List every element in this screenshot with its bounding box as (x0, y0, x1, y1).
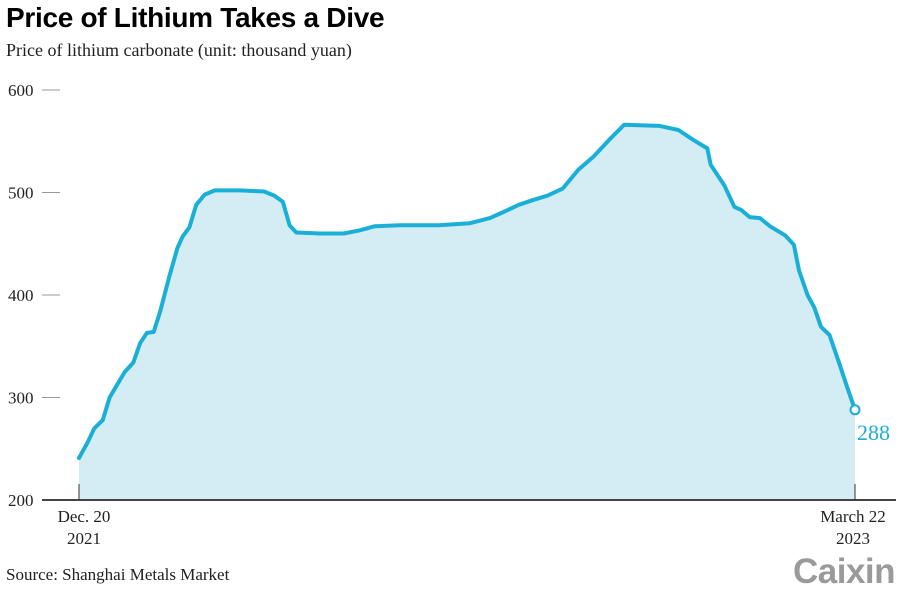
end-point-marker (849, 404, 861, 416)
source-note: Source: Shanghai Metals Market (6, 565, 230, 584)
y-tick-label: 400 (8, 286, 34, 305)
chart-title: Price of Lithium Takes a Dive (6, 2, 385, 33)
area-fill (79, 124, 855, 501)
y-tick-label: 600 (8, 81, 34, 100)
y-tick-label: 200 (8, 491, 34, 510)
x-tick-label: 2023 (836, 529, 870, 548)
x-tick-label: Dec. 20 (58, 507, 111, 526)
caixin-logo: Caixin (793, 552, 896, 591)
y-tick-label: 500 (8, 184, 34, 203)
y-tick-label: 300 (8, 389, 34, 408)
end-value-label: 288 (857, 420, 890, 445)
x-tick-label: 2021 (67, 529, 101, 548)
x-tick-label: March 22 (820, 507, 886, 526)
chart-subtitle: Price of lithium carbonate (unit: thousa… (6, 40, 352, 60)
price-line (77, 122, 857, 460)
